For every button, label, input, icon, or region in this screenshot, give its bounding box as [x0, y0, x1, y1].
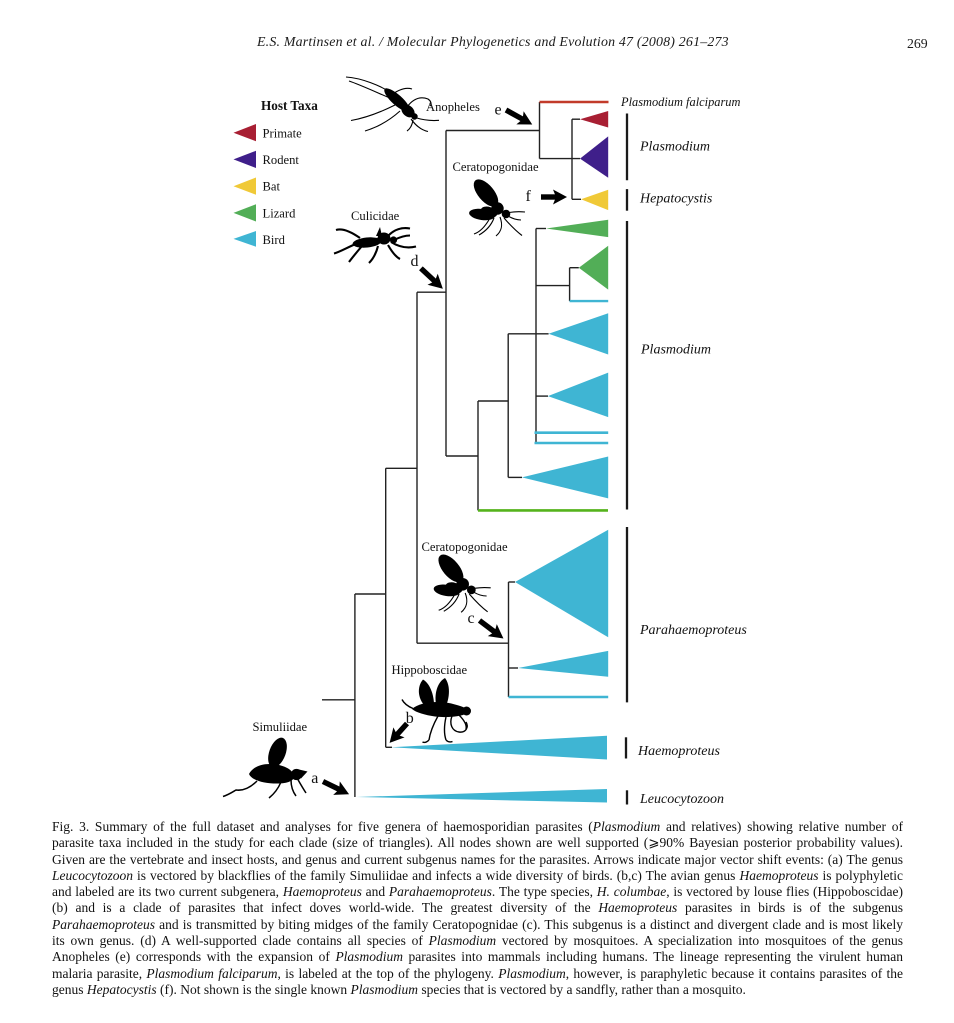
svg-text:Primate: Primate [263, 127, 303, 141]
svg-text:c: c [468, 610, 475, 627]
svg-text:Leucocytozoon: Leucocytozoon [639, 792, 724, 807]
svg-text:Parahaemoproteus: Parahaemoproteus [639, 623, 747, 638]
svg-text:f: f [526, 188, 532, 205]
svg-text:Ceratopogonidae: Ceratopogonidae [453, 160, 539, 174]
svg-text:Host Taxa: Host Taxa [261, 98, 318, 113]
svg-text:Plasmodium: Plasmodium [639, 140, 710, 155]
svg-text:Rodent: Rodent [263, 153, 300, 167]
svg-text:Hepatocystis: Hepatocystis [639, 192, 713, 207]
svg-text:Anopheles: Anopheles [426, 100, 480, 114]
svg-text:Simuliidae: Simuliidae [253, 720, 308, 734]
svg-text:a: a [311, 770, 318, 787]
svg-text:Hippoboscidae: Hippoboscidae [392, 663, 468, 677]
svg-text:Bird: Bird [263, 233, 286, 247]
svg-text:Ceratopogonidae: Ceratopogonidae [422, 540, 508, 554]
svg-text:Culicidae: Culicidae [351, 209, 400, 223]
svg-text:Haemoproteus: Haemoproteus [637, 744, 720, 759]
svg-text:Lizard: Lizard [263, 207, 297, 221]
svg-text:d: d [411, 253, 419, 270]
svg-text:b: b [406, 710, 414, 727]
svg-text:Plasmodium: Plasmodium [640, 343, 711, 358]
svg-text:e: e [495, 102, 502, 119]
svg-text:Plasmodium falciparum: Plasmodium falciparum [620, 95, 740, 109]
svg-text:Bat: Bat [263, 180, 281, 194]
